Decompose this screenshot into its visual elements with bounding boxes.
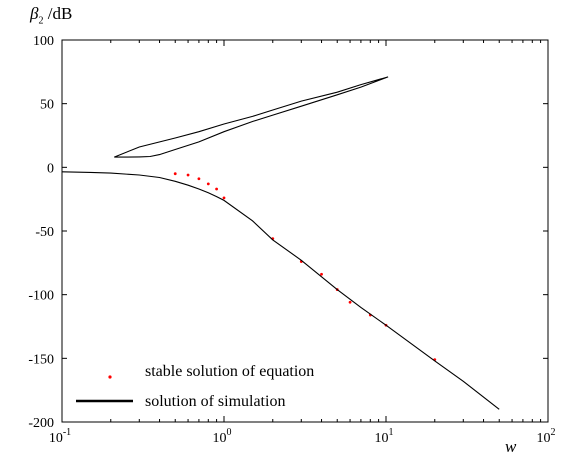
legend-label-stable: stable solution of equation (145, 363, 314, 380)
legend-label-simulation: solution of simulation (145, 393, 285, 410)
data-point (215, 187, 218, 191)
tick-marks (61, 39, 549, 423)
x-axis-label: w (505, 437, 517, 456)
data-point (186, 173, 190, 177)
y-axis-label-symbol: β (30, 4, 39, 23)
y-tick-label: 50 (40, 98, 54, 113)
data-point (173, 172, 177, 176)
y-tick-label: 100 (33, 34, 54, 49)
y-tick-label: -150 (28, 352, 54, 367)
y-tick-label: -200 (28, 416, 54, 431)
data-point (222, 196, 226, 200)
data-point (206, 182, 210, 186)
data-point (320, 272, 323, 276)
y-axis-label-subscript: 2 (38, 15, 44, 27)
x-tick-label: 101 (375, 427, 394, 446)
y-tick-label: -50 (35, 225, 54, 240)
y-tick-label: 0 (47, 161, 54, 176)
series-layer (61, 76, 500, 410)
data-point (348, 300, 352, 304)
y-axis-label-unit: /dB (47, 4, 73, 23)
x-tick-label: 102 (537, 427, 556, 446)
x-tick-label: 100 (213, 427, 232, 446)
data-point (197, 177, 201, 181)
series-line-2 (113, 76, 389, 158)
x-tick-label: 10-1 (49, 427, 71, 446)
legend-marker-stable (108, 375, 112, 379)
y-tick-label: -100 (28, 289, 54, 304)
series-line-1 (61, 171, 500, 410)
y-axis-label: β2 /dB (30, 4, 72, 26)
legend: stable solution of equation solution of s… (76, 363, 314, 410)
